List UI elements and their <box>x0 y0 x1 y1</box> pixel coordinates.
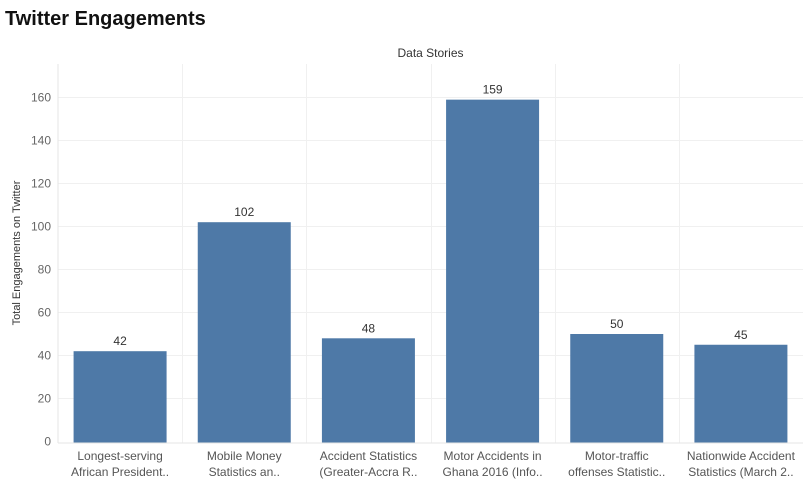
y-tick-label: 60 <box>38 306 52 320</box>
x-tick-label: African President.. <box>71 465 169 479</box>
data-label: 45 <box>734 328 748 342</box>
data-label: 102 <box>234 205 254 219</box>
gridlines <box>58 64 803 443</box>
x-tick-label: offenses Statistic.. <box>568 465 665 479</box>
data-labels: 42 102 48 159 50 45 <box>113 83 748 349</box>
x-tick-label: Nationwide Accident <box>687 449 796 463</box>
bar[interactable] <box>73 351 167 443</box>
column-header: Data Stories <box>397 46 464 60</box>
y-tick-label: 40 <box>38 349 52 363</box>
x-tick-label: (Greater-Accra R.. <box>319 465 417 479</box>
bar[interactable] <box>694 344 788 443</box>
chart-title: Twitter Engagements <box>5 8 206 30</box>
data-label: 48 <box>362 321 376 335</box>
x-tick-label: Longest-serving <box>77 449 162 463</box>
data-label: 50 <box>610 317 624 331</box>
y-axis: 0 20 40 60 80 100 120 140 160 <box>31 64 59 449</box>
x-tick-label: Mobile Money <box>207 449 282 463</box>
x-tick-label: Statistics (March 2.. <box>688 465 793 479</box>
x-axis: Longest-serving African President.. Mobile… <box>58 442 803 479</box>
y-tick-label: 120 <box>31 177 51 191</box>
bars <box>73 99 788 444</box>
data-label: 42 <box>113 334 127 348</box>
y-tick-label: 20 <box>38 392 52 406</box>
y-tick-label: 100 <box>31 220 51 234</box>
x-tick-label: Ghana 2016 (Info.. <box>443 465 543 479</box>
bar[interactable] <box>197 222 291 443</box>
y-tick-label: 80 <box>38 263 52 277</box>
bar[interactable] <box>570 334 664 443</box>
x-tick-label: Accident Statistics <box>320 449 417 463</box>
bar[interactable] <box>321 338 415 443</box>
y-tick-label: 0 <box>44 435 51 449</box>
y-tick-label: 140 <box>31 134 51 148</box>
y-tick-label: 160 <box>31 91 51 105</box>
x-tick-label: Motor-traffic <box>585 449 649 463</box>
x-tick-label: Motor Accidents in <box>444 449 542 463</box>
x-tick-label: Statistics an.. <box>209 465 280 479</box>
data-label: 159 <box>483 83 503 97</box>
bar[interactable] <box>446 99 540 444</box>
